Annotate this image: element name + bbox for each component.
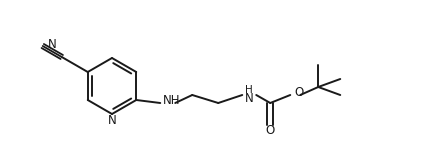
Text: N: N xyxy=(245,91,254,104)
Text: O: O xyxy=(294,86,303,100)
Text: O: O xyxy=(266,125,275,137)
Text: N: N xyxy=(107,115,116,128)
Text: H: H xyxy=(245,85,253,95)
Text: NH: NH xyxy=(163,94,181,107)
Text: N: N xyxy=(48,39,56,52)
